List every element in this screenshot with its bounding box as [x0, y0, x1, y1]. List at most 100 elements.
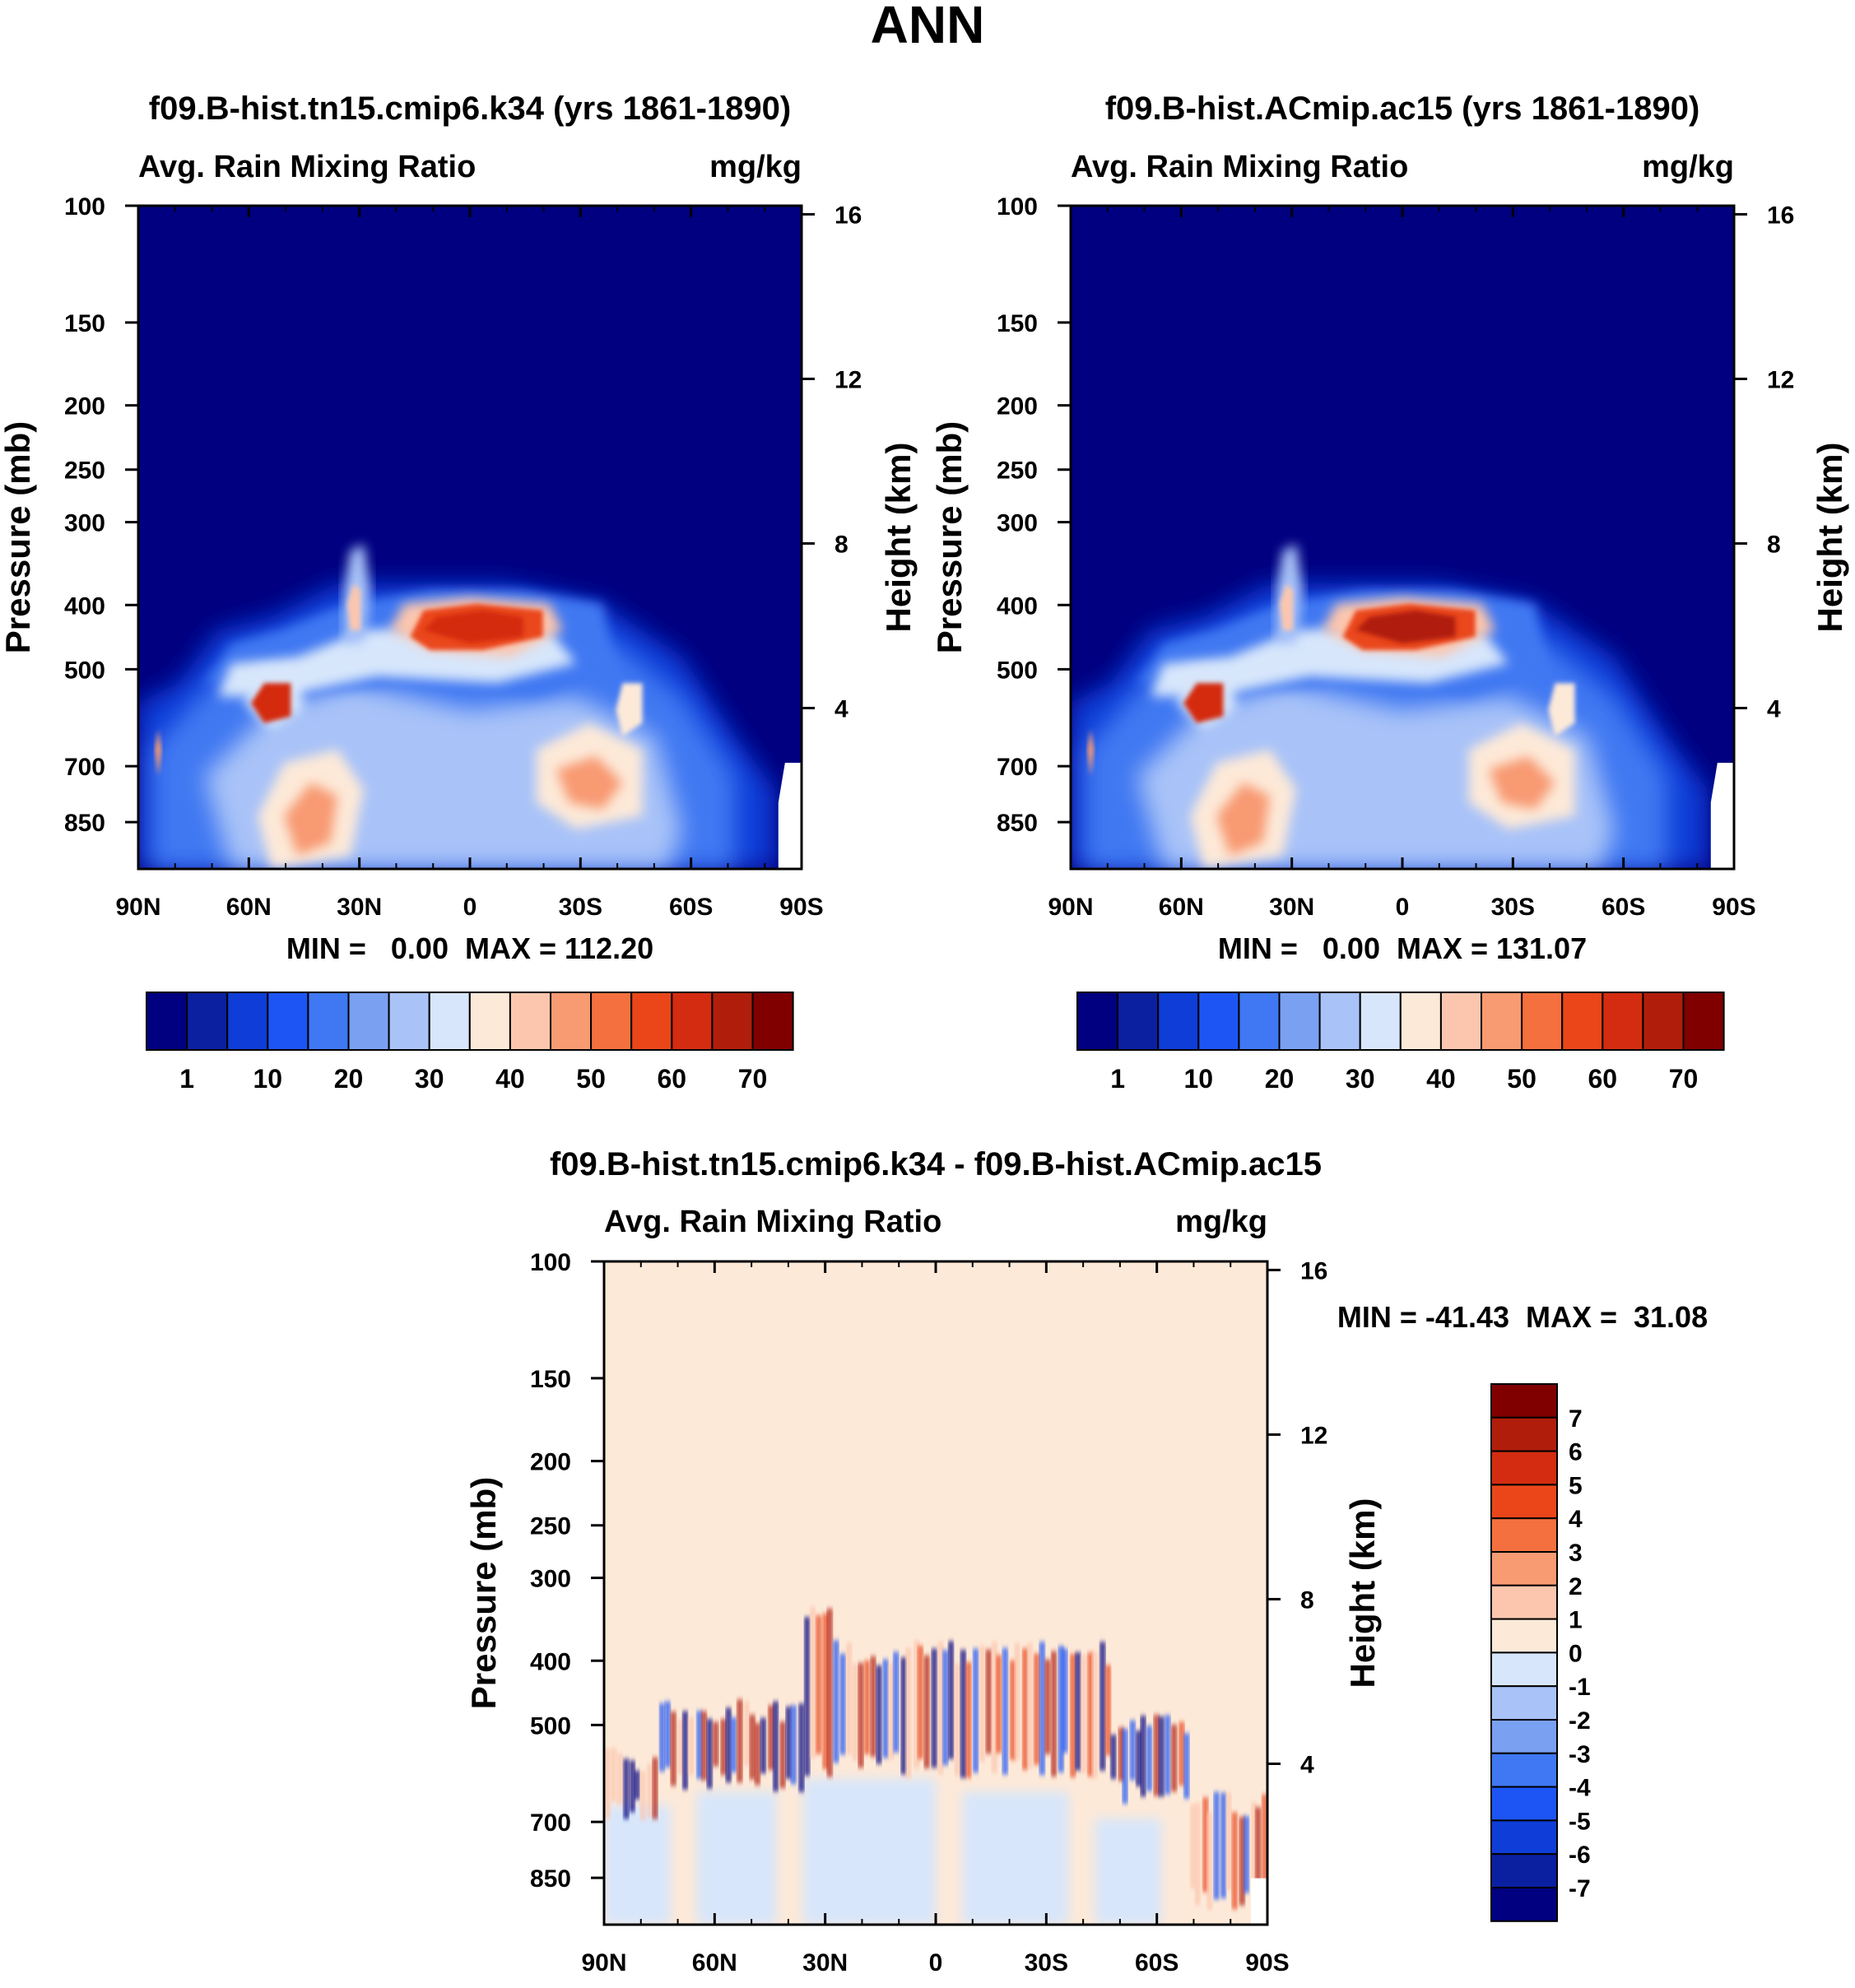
- contour-region: [1092, 1651, 1098, 1779]
- contour-region: [773, 1701, 779, 1792]
- colorbar-label: -1: [1569, 1674, 1591, 1701]
- contour-region: [755, 1722, 760, 1786]
- y-tick-label: 400: [997, 592, 1038, 620]
- units-label: mg/kg: [709, 150, 802, 184]
- contour-region: [1488, 756, 1555, 810]
- y-tick-label-right: 16: [835, 202, 862, 229]
- colorbar-box: [751, 992, 794, 1051]
- colorbar-box: [1490, 1517, 1558, 1553]
- x-tick-label: 30S: [559, 894, 602, 921]
- colorbar-box: [1490, 1450, 1558, 1486]
- y-tick-label: 850: [64, 810, 105, 837]
- y-tick-label-right: 4: [1300, 1751, 1314, 1778]
- colorbar-label: -3: [1569, 1741, 1591, 1768]
- y-tick-label: 100: [997, 193, 1038, 221]
- contour-region: [556, 756, 623, 810]
- contour-region: [1130, 1720, 1136, 1781]
- colorbar-box: [1359, 992, 1402, 1051]
- contour-region: [853, 1663, 858, 1761]
- colorbar-box: [1521, 992, 1564, 1051]
- contour-region: [1146, 1726, 1152, 1791]
- contour-region: [834, 1640, 839, 1763]
- contour-region: [1095, 1818, 1162, 1925]
- contour-region: [346, 583, 360, 630]
- y-axis-label-right: Height (km): [1811, 443, 1849, 633]
- contour-region: [1190, 1804, 1196, 1888]
- missing-data: [778, 763, 802, 869]
- y-tick-label-right: 4: [835, 695, 848, 722]
- y-tick-label: 700: [530, 1809, 571, 1837]
- contour-region: [423, 610, 523, 643]
- panel-title: f09.B-hist.ACmip.ac15 (yrs 1861-1890): [1105, 91, 1700, 127]
- contour-region: [901, 1657, 906, 1775]
- colorbar-box: [1490, 1584, 1558, 1620]
- y-tick-label: 300: [530, 1566, 571, 1593]
- colorbar-label: 30: [415, 1064, 444, 1094]
- y-tick-label: 100: [530, 1249, 571, 1276]
- colorbar-label: -6: [1569, 1842, 1591, 1869]
- x-tick-label: 30S: [1491, 894, 1535, 921]
- colorbar-label: -4: [1569, 1775, 1591, 1802]
- colorbar-label: 40: [1426, 1064, 1456, 1094]
- x-tick-label: 90N: [115, 894, 160, 921]
- colorbar-box: [1642, 992, 1685, 1051]
- contour-region: [1239, 1816, 1245, 1906]
- colorbar-label: 20: [1265, 1064, 1295, 1094]
- colorbar-box: [1490, 1819, 1558, 1856]
- contour-region: [1165, 1715, 1170, 1795]
- contour-region: [1136, 1730, 1141, 1787]
- axes: 90N 60N 30N 0 30S 60S 90S 100 150 200 250 300 400 500…: [530, 1249, 1327, 1976]
- y-tick-label-right: 16: [1767, 202, 1794, 229]
- units-label: mg/kg: [1642, 150, 1734, 184]
- contour-region: [1081, 1654, 1086, 1773]
- contour-region: [827, 1608, 832, 1777]
- colorbar-label: -7: [1569, 1875, 1591, 1902]
- contour-region: [768, 1705, 774, 1771]
- contour-region: [750, 1714, 755, 1780]
- left-string: Avg. Rain Mixing Ratio: [1071, 150, 1408, 184]
- y-tick-label-right: 12: [1767, 366, 1794, 393]
- y-tick-label: 250: [997, 458, 1038, 485]
- contour-region: [1118, 1727, 1124, 1781]
- contour-region: [726, 1707, 731, 1783]
- contour-region: [876, 1665, 881, 1764]
- y-tick-label-right: 8: [1300, 1586, 1314, 1614]
- contour-region: [760, 1717, 766, 1774]
- contour-region: [1105, 1665, 1111, 1756]
- contour-region: [640, 1771, 645, 1821]
- contour-region: [864, 1660, 870, 1755]
- colorbar-box: [1490, 1651, 1558, 1688]
- x-tick-label: 60N: [692, 1949, 737, 1976]
- y-tick-label-right: 16: [1300, 1257, 1327, 1284]
- contour-region: [707, 1718, 713, 1789]
- y-tick-label-right: 12: [1300, 1422, 1327, 1449]
- contour-region: [737, 1699, 742, 1783]
- y-tick-label: 150: [997, 310, 1038, 337]
- x-tick-label: 90S: [779, 894, 823, 921]
- contour-region: [616, 683, 643, 736]
- contour-region: [918, 1645, 923, 1759]
- colorbar-box: [1076, 992, 1119, 1051]
- panel-ctrl: f09.B-hist.tn15.cmip6.k34 (yrs 1861-1890…: [0, 91, 918, 1094]
- contour-region: [1100, 1642, 1105, 1771]
- contour-region: [1045, 1659, 1050, 1754]
- y-axis-label: Pressure (mb): [0, 421, 37, 653]
- contour-region: [721, 1719, 726, 1776]
- colorbar-box: [550, 992, 593, 1051]
- contour-region: [986, 1649, 992, 1754]
- y-axis-label: Pressure (mb): [464, 1477, 503, 1709]
- missing-data: [1250, 1878, 1267, 1925]
- contour-region: [966, 1661, 971, 1778]
- contour-region: [1262, 1794, 1267, 1900]
- contour-region: [1058, 1646, 1064, 1772]
- y-tick-label: 500: [64, 657, 105, 684]
- colorbar-box: [1399, 992, 1442, 1051]
- contour-region: [1034, 1653, 1039, 1765]
- colorbar-box: [671, 992, 714, 1051]
- contour-region: [1171, 1724, 1177, 1792]
- axes: 90N 60N 30N 0 30S 60S 90S 100 150 200 250 300 400 500…: [997, 193, 1794, 921]
- colorbar-label: 20: [334, 1064, 364, 1094]
- contour-region: [1355, 610, 1456, 643]
- y-tick-label: 300: [64, 510, 105, 537]
- colorbar-box: [1117, 992, 1160, 1051]
